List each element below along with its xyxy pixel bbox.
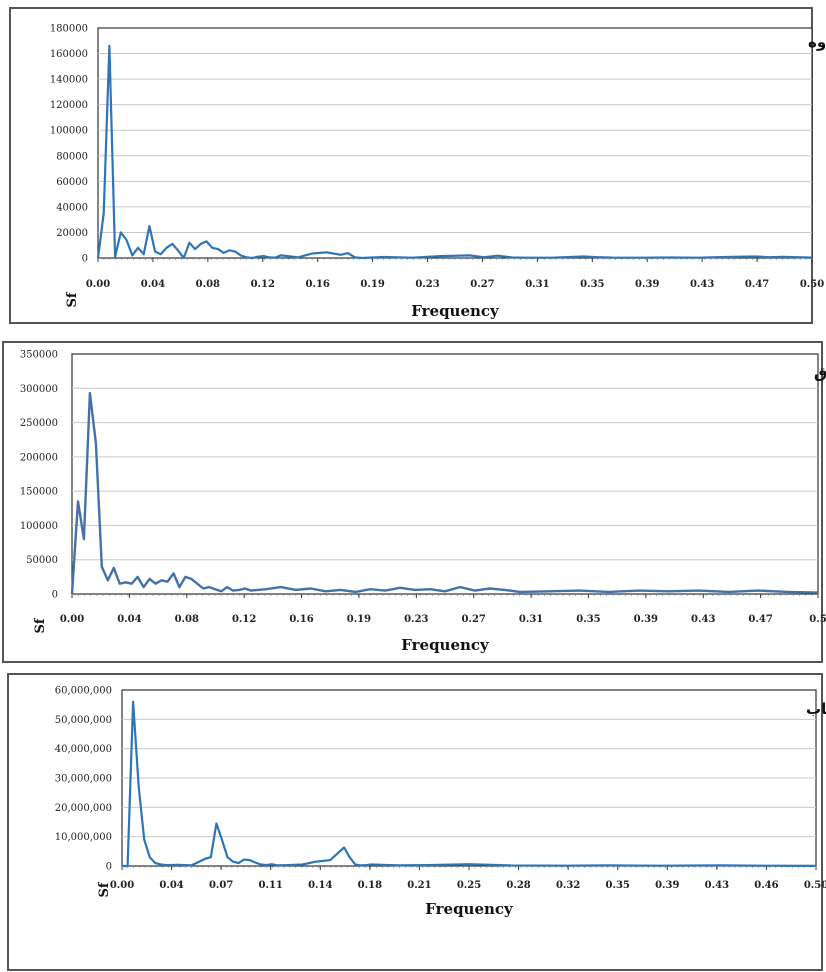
x-tick-label: 0.43 (690, 279, 714, 290)
x-tick-label: 0.47 (745, 279, 769, 290)
chart-3-svg: 60,000,000 50,000,000 40,000,000 30,000,000… (7, 673, 826, 971)
chart-title: ریجاب (806, 700, 826, 718)
series-line (96, 44, 813, 260)
x-tick-label: 0.04 (117, 614, 141, 625)
x-tick-label: 0.00 (110, 880, 134, 891)
x-tick-label: 0.23 (404, 614, 428, 625)
x-tick-label: 0.12 (251, 279, 275, 290)
x-tick-label: 0.21 (407, 880, 431, 891)
x-tick-label: 0.39 (634, 614, 658, 625)
x-tick-label: 0.31 (519, 614, 543, 625)
y-tick-label: 40,000,000 (55, 744, 112, 755)
x-tick-label: 0.31 (525, 279, 549, 290)
y-tick-label: 120000 (50, 100, 88, 111)
x-tick-label: 0.43 (705, 880, 729, 891)
x-tick-label: 0.11 (259, 880, 283, 891)
y-axis-title: Sf (33, 617, 48, 633)
y-tick-label: 50,000,000 (55, 715, 112, 726)
x-tick-label: 0.19 (347, 614, 371, 625)
x-tick-label: 0.04 (141, 279, 165, 290)
x-tick-label: 0.04 (159, 880, 183, 891)
y-tick-label: 250000 (20, 418, 58, 429)
x-tick-label: 0.43 (691, 614, 715, 625)
x-tick-label: 0.07 (209, 880, 233, 891)
y-tick-label: 100000 (20, 521, 58, 532)
x-tick-label: 0.35 (576, 614, 600, 625)
y-tick-label: 300000 (20, 384, 58, 395)
y-tick-label: 160000 (50, 49, 88, 60)
x-tick-label: 0.00 (86, 279, 110, 290)
chart-panel-3: 60,000,000 50,000,000 40,000,000 30,000,000… (0, 672, 826, 972)
y-tick-label: 140000 (50, 75, 88, 86)
x-tick-label: 0.19 (360, 279, 384, 290)
chart-1-svg: 180000 160000 140000 120000 100000 80000 60000… (9, 7, 826, 324)
y-tick-label: 350000 (20, 350, 58, 361)
x-tick-label: 0.08 (175, 614, 199, 625)
y-tick-label: 60000 (56, 177, 88, 188)
y-tick-label: 40000 (56, 202, 88, 213)
chart-title: سید صادق (814, 364, 826, 382)
x-axis-title: Frequency (411, 302, 500, 320)
x-tick-label: 0.27 (462, 614, 486, 625)
x-tick-label: 0.46 (754, 880, 778, 891)
chart-panel-1: 180000 160000 140000 120000 100000 80000 60000… (0, 0, 826, 333)
y-tick-label: 0 (106, 862, 112, 873)
x-tick-label: 0.18 (358, 880, 382, 891)
y-tick-label: 100000 (50, 126, 88, 137)
x-tick-label: 0.39 (635, 279, 659, 290)
x-tick-label: 0.35 (580, 279, 604, 290)
y-tick-label: 180000 (50, 24, 88, 35)
y-tick-label: 150000 (20, 487, 58, 498)
x-tick-label: 0.39 (655, 880, 679, 891)
series-line (70, 391, 819, 595)
x-axis-title: Frequency (401, 636, 490, 654)
plot-area (71, 353, 819, 595)
x-tick-label: 0.50 (800, 279, 824, 290)
y-axis-title: Sf (97, 881, 112, 897)
y-tick-label: 30,000,000 (55, 774, 112, 785)
series-line (122, 700, 817, 868)
x-tick-label: 0.35 (606, 880, 630, 891)
x-tick-label: 0.12 (232, 614, 256, 625)
x-tick-label: 0.08 (196, 279, 220, 290)
x-tick-label: 0.32 (556, 880, 580, 891)
chart-frame (2, 341, 823, 663)
x-tick-label: 0.47 (748, 614, 772, 625)
y-tick-label: 80000 (56, 151, 88, 162)
chart-frame (7, 673, 823, 971)
x-tick-label: 0.23 (415, 279, 439, 290)
chart-title: ورده ناوه (808, 33, 826, 51)
chart-panel-2: 350000 300000 250000 200000 150000 100000 5000… (0, 338, 826, 666)
x-tick-label: 0.16 (306, 279, 330, 290)
x-tick-label: 0.50 (804, 880, 826, 891)
x-tick-label: 0.00 (60, 614, 84, 625)
y-tick-label: 50000 (26, 555, 58, 566)
x-tick-label: 0.28 (506, 880, 530, 891)
y-tick-label: 60,000,000 (55, 686, 112, 697)
x-axis-title: Frequency (425, 900, 514, 918)
y-tick-label: 20000 (56, 228, 88, 239)
y-tick-label: 200000 (20, 452, 58, 463)
x-tick-label: 0.25 (457, 880, 481, 891)
y-tick-label: 20,000,000 (55, 803, 112, 814)
y-axis-title: Sf (65, 291, 80, 307)
chart-2-svg: 350000 300000 250000 200000 150000 100000 5000… (2, 341, 826, 663)
plot-area (97, 27, 813, 259)
y-tick-label: 0 (82, 254, 88, 265)
y-tick-label: 10,000,000 (55, 832, 112, 843)
x-tick-label: 0.5 (809, 614, 826, 625)
y-tick-label: 0 (52, 590, 58, 601)
x-tick-label: 0.14 (308, 880, 332, 891)
x-tick-label: 0.16 (289, 614, 313, 625)
x-tick-label: 0.27 (470, 279, 494, 290)
